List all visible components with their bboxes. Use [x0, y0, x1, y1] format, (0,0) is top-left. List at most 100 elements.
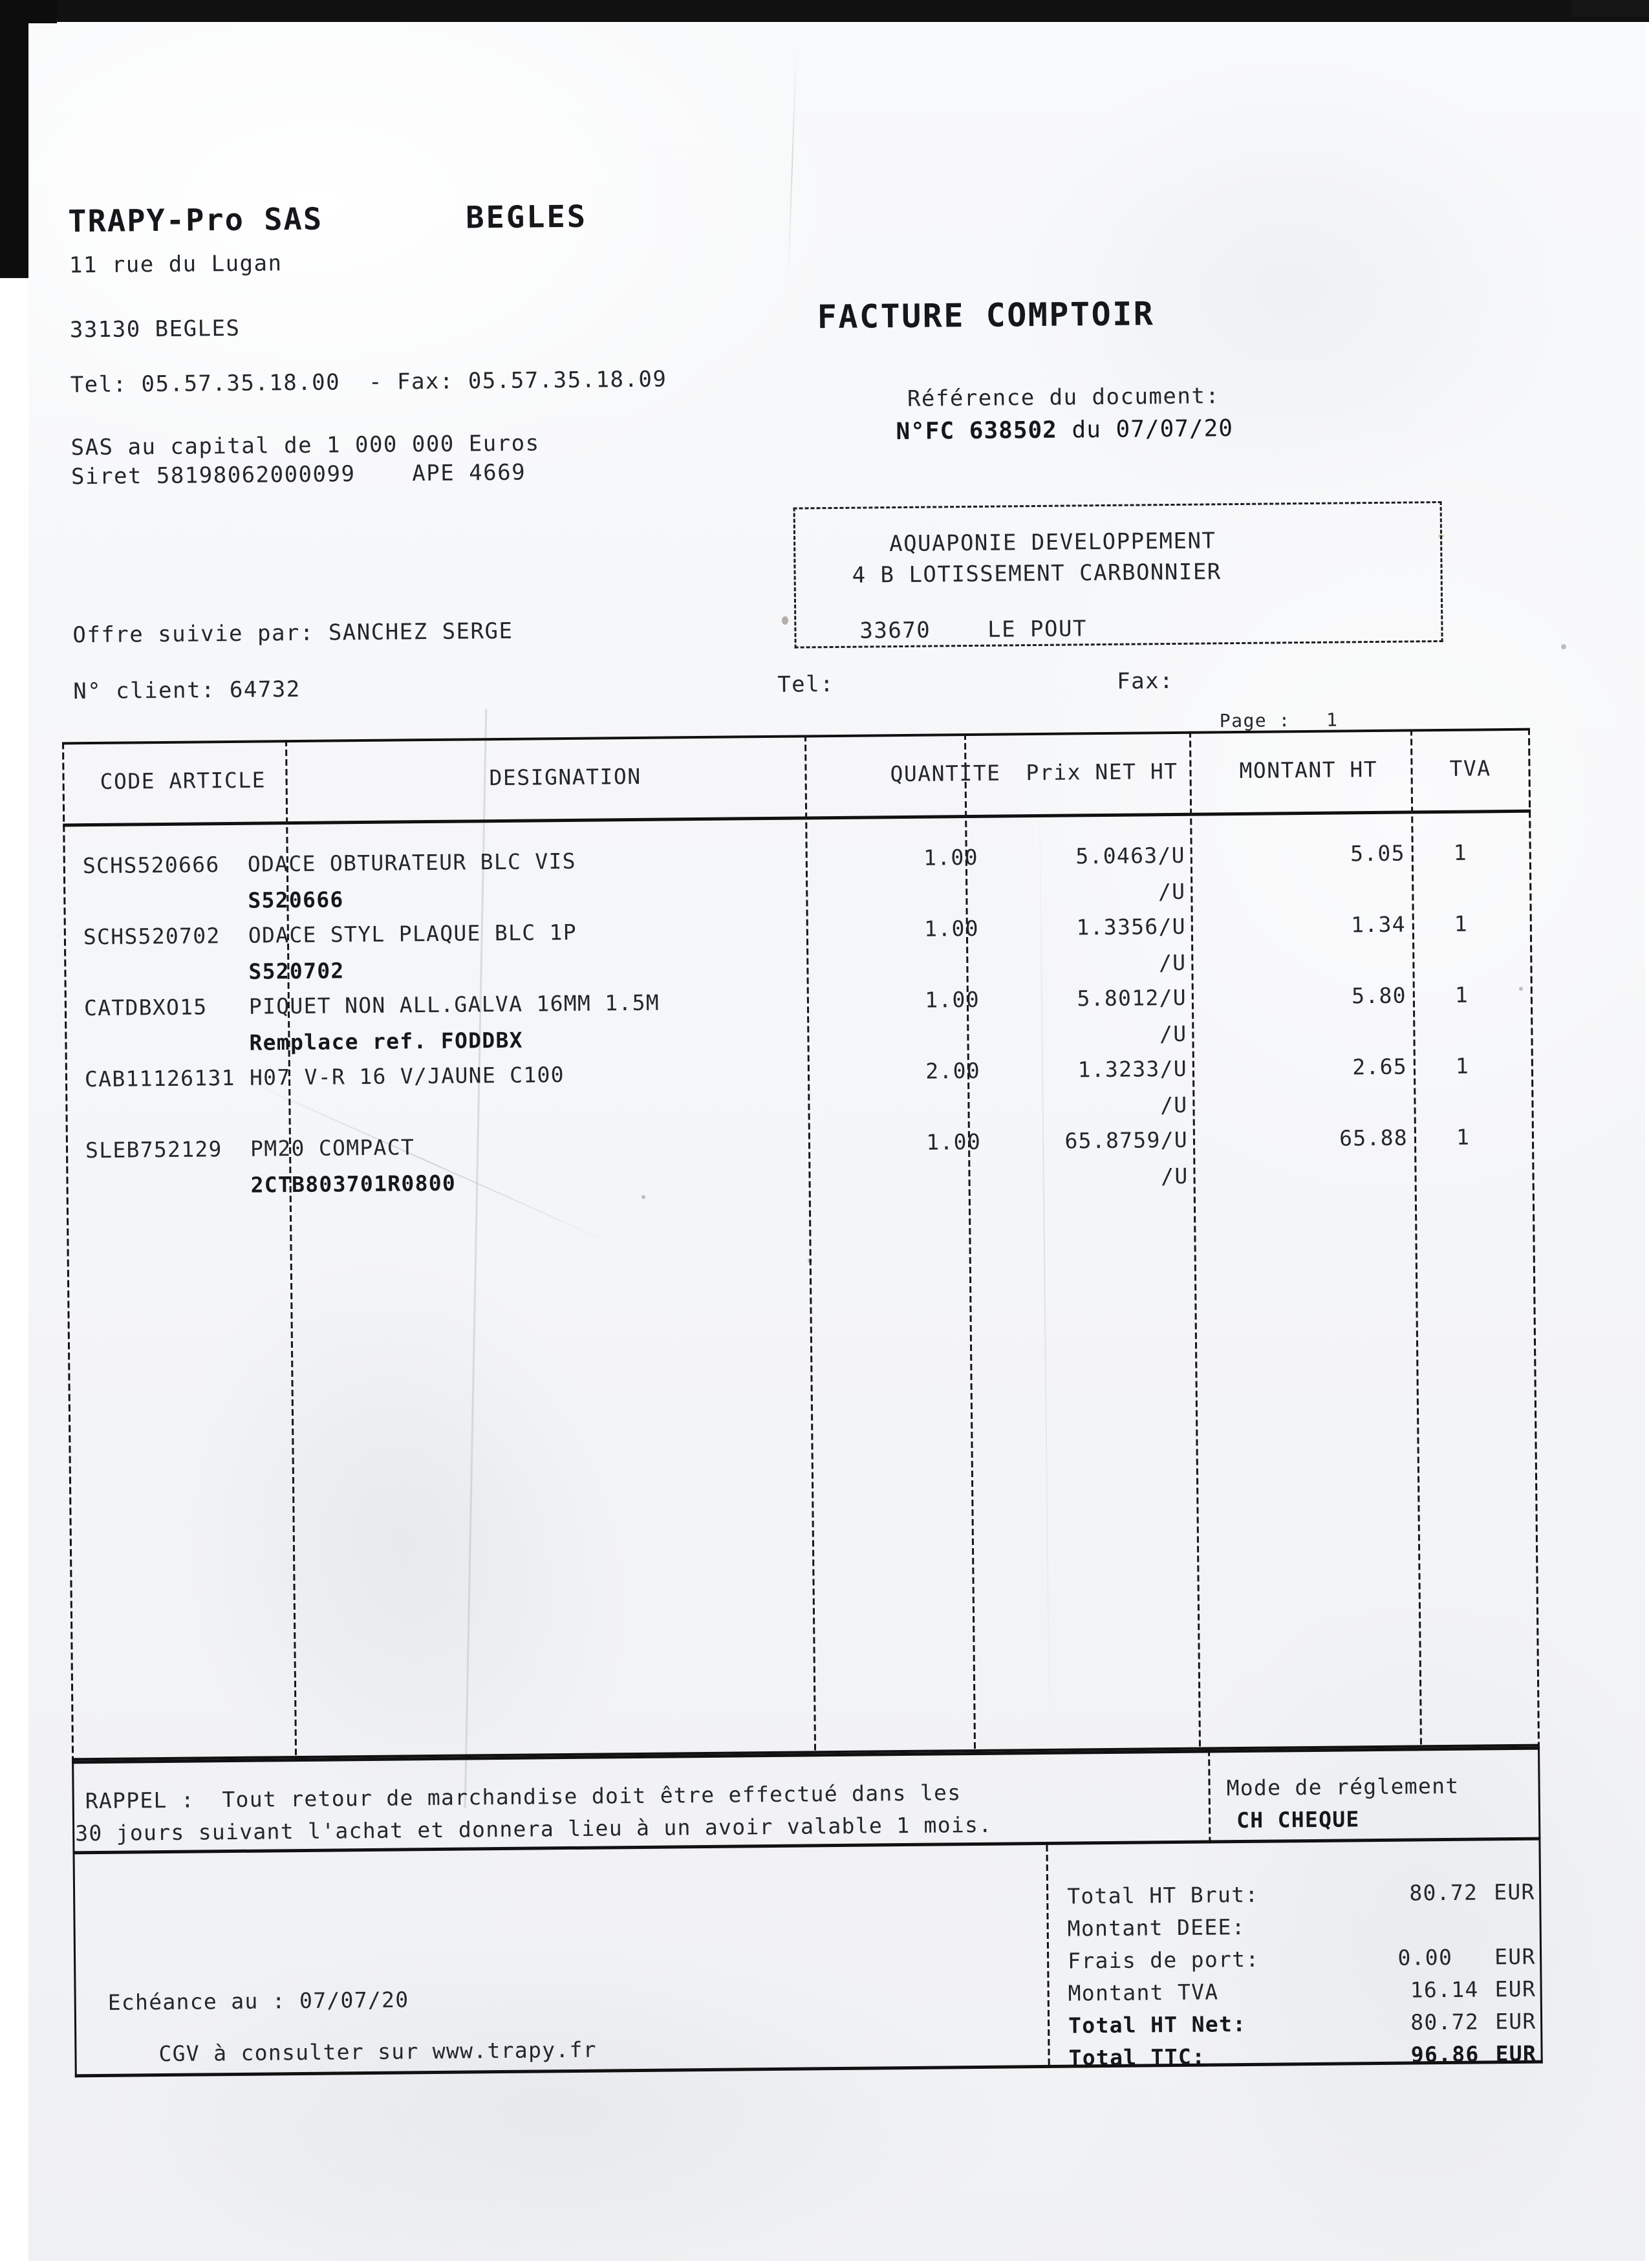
- table-row: 1.00: [923, 915, 980, 942]
- scanner-edge-corner: [0, 0, 57, 23]
- total-currency: EUR: [1494, 2008, 1536, 2035]
- client-number: N° client: 64732: [73, 676, 301, 705]
- table-row: 5.0463/U: [1075, 842, 1185, 869]
- table-row: 65.8759/U: [1064, 1127, 1189, 1154]
- total-value: 16.14: [1410, 1976, 1479, 2003]
- scanner-edge-left: [0, 0, 30, 278]
- table-row: 1.00: [926, 1129, 982, 1155]
- offre-suivie-par: Offre suivie par: SANCHEZ SERGE: [72, 618, 513, 649]
- column-header-designation: DESIGNATION: [489, 763, 641, 791]
- document-reference-value: N°FC 638502 du 07/07/20: [896, 415, 1233, 445]
- customer-tel-label: Tel:: [777, 671, 835, 698]
- scanner-edge-top-right: [1571, 0, 1649, 17]
- company-postal-city: 33130 BEGLES: [69, 315, 241, 343]
- total-currency: EUR: [1493, 1879, 1535, 1905]
- table-row: /U: [1159, 1021, 1187, 1047]
- table-row: 1: [1455, 1053, 1470, 1079]
- table-row: /U: [1160, 1163, 1189, 1189]
- table-border-top: [62, 728, 1530, 745]
- column-header-tva: TVA: [1449, 755, 1491, 781]
- table-row: 5.05: [1350, 840, 1405, 867]
- total-value: 80.72: [1410, 2009, 1480, 2035]
- table-row: Remplace ref. FODDBX: [249, 1027, 524, 1055]
- document-reference-label: Référence du document:: [907, 383, 1220, 412]
- invoice-content: TRAPY-Pro SAS BEGLES 11 rue du Lugan 331…: [28, 23, 1645, 2261]
- totals-divider: [1046, 1844, 1050, 2068]
- table-row: 1.3356/U: [1076, 913, 1187, 940]
- table-row: 1: [1456, 1124, 1471, 1150]
- table-border-left: [62, 742, 74, 1761]
- table-row: 5.80: [1352, 982, 1407, 1009]
- document-title: FACTURE COMPTOIR: [817, 295, 1155, 336]
- table-row: 5.8012/U: [1077, 984, 1187, 1011]
- customer-name: AQUAPONIE DEVELOPPEMENT: [889, 528, 1216, 557]
- table-row: 1: [1454, 982, 1469, 1008]
- company-siret-ape: Siret 58198062000099 APE 4669: [70, 459, 526, 490]
- table-row: 1: [1454, 911, 1469, 936]
- rappel-border-left: [72, 1760, 75, 1855]
- totals-border-left: [72, 1854, 77, 2078]
- table-row: 1.00: [923, 844, 978, 870]
- table-row: /U: [1158, 878, 1186, 905]
- paper-speck: [1561, 644, 1566, 649]
- table-row: S520666: [248, 887, 344, 913]
- table-row: 2.65: [1352, 1053, 1408, 1080]
- table-row: SCHS520666: [82, 852, 220, 879]
- document-date: du 07/07/20: [1057, 415, 1234, 444]
- scanner-edge-top: [0, 0, 1649, 22]
- total-currency: EUR: [1494, 1943, 1536, 1970]
- total-label: Montant DEEE:: [1067, 1914, 1246, 1941]
- document-number: N°FC 638502: [896, 416, 1058, 446]
- total-label: Total HT Net:: [1068, 2011, 1247, 2038]
- total-label: Total HT Brut:: [1067, 1881, 1259, 1909]
- table-row: 1.00: [925, 986, 980, 1013]
- paper-speck: [782, 616, 788, 625]
- table-row: PM20 COMPACT: [250, 1134, 415, 1161]
- total-value: 96.86: [1410, 2041, 1480, 2068]
- customer-street: 4 B LOTISSEMENT CARBONNIER: [852, 559, 1222, 589]
- table-row: 1.34: [1350, 911, 1406, 938]
- table-row: /U: [1159, 1092, 1188, 1118]
- column-header-code: CODE ARTICLE: [100, 767, 266, 794]
- company-capital: SAS au capital de 1 000 000 Euros: [70, 430, 540, 461]
- company-name: TRAPY-Pro SAS: [68, 201, 323, 240]
- echeance-date: Echéance au : 07/07/20: [107, 1987, 409, 2015]
- paper-speck: [1438, 534, 1444, 538]
- column-header-unit-price: Prix NET HT: [1026, 758, 1178, 786]
- cgv-notice: CGV à consulter sur www.trapy.fr: [158, 2036, 598, 2067]
- table-row: 2CTB803701R0800: [250, 1170, 457, 1198]
- table-row: 1.3233/U: [1077, 1055, 1188, 1083]
- table-header-rule: [63, 809, 1531, 827]
- table-row: /U: [1158, 949, 1187, 976]
- table-row: H07 V-R 16 V/JAUNE C100: [249, 1062, 565, 1090]
- column-header-amount: MONTANT HT: [1239, 756, 1378, 783]
- column-header-quantity: QUANTITE: [890, 760, 1001, 787]
- table-row: 65.88: [1339, 1125, 1408, 1151]
- table-row: S520702: [248, 958, 345, 984]
- table-row: ODACE STYL PLAQUE BLC 1P: [248, 919, 577, 948]
- rappel-payment-divider: [1208, 1749, 1211, 1844]
- page-indicator: Page : 1: [1219, 709, 1339, 732]
- company-street: 11 rue du Lugan: [69, 250, 283, 279]
- table-row: CAB11126131: [84, 1064, 236, 1092]
- payment-mode-value: CH CHEQUE: [1236, 1806, 1360, 1833]
- paper-speck: [1519, 987, 1523, 991]
- total-label: Frais de port:: [1067, 1946, 1260, 1974]
- line-items-table: CODE ARTICLE DESIGNATION QUANTITE Prix N…: [62, 728, 1540, 1761]
- customer-fax-label: Fax:: [1116, 667, 1174, 695]
- total-label: Total TTC:: [1068, 2044, 1206, 2071]
- table-column-divider: [1189, 731, 1202, 1750]
- table-row: CATDBXO15: [83, 994, 208, 1021]
- table-border-right: [1527, 728, 1540, 1747]
- table-row: PIQUET NON ALL.GALVA 16MM 1.5M: [248, 989, 660, 1019]
- table-column-divider: [804, 735, 817, 1754]
- table-row: SCHS520702: [83, 923, 221, 950]
- table-column-divider: [1410, 729, 1423, 1748]
- rappel-border-right: [1538, 1746, 1541, 1841]
- table-row: 2.00: [925, 1057, 981, 1084]
- table-row: SLEB752129: [85, 1136, 222, 1163]
- company-city: BEGLES: [465, 199, 588, 236]
- total-currency: EUR: [1495, 2040, 1537, 2067]
- total-value: 0.00: [1397, 1944, 1453, 1971]
- payment-mode-label: Mode de réglement: [1226, 1773, 1460, 1801]
